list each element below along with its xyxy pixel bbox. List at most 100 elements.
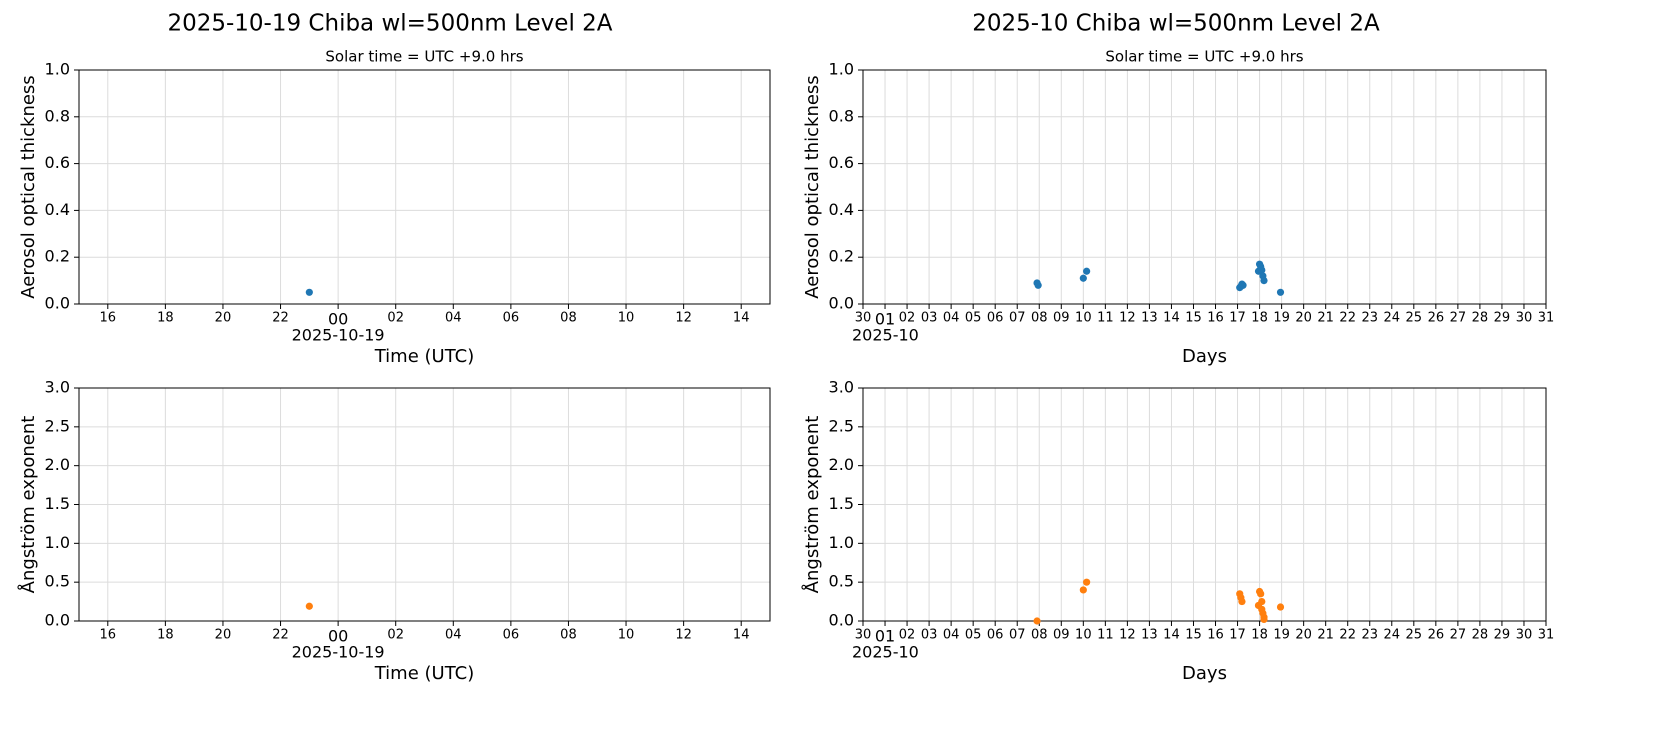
x-tick-label: 29 [1494, 628, 1511, 643]
y-tick-label: 0.0 [45, 611, 70, 630]
y-tick-label: 3.0 [829, 378, 854, 397]
x-tick-label: 12 [1119, 311, 1136, 326]
y-tick-label: 0.8 [829, 106, 854, 125]
x-axis-label: Time (UTC) [374, 346, 475, 367]
data-point [1034, 281, 1042, 289]
x-tick-label: 06 [987, 628, 1004, 643]
x-tick-label: 23 [1361, 311, 1378, 326]
x-tick-label: 08 [1031, 628, 1048, 643]
data-point [1276, 288, 1285, 296]
y-tick-label: 1.0 [45, 60, 70, 79]
x-tick-label: 05 [965, 311, 982, 326]
data-point [1079, 586, 1087, 594]
x-tick-label: 02 [899, 628, 916, 643]
x-tick-label: 18 [1251, 628, 1268, 643]
x-tick-label: 14 [1163, 311, 1180, 326]
y-tick-label: 0.4 [829, 200, 854, 219]
x-tick-label: 13 [1141, 311, 1158, 326]
y-tick-label: 0.5 [829, 572, 854, 591]
x-tick-label: 31 [1538, 311, 1555, 326]
y-tick-label: 2.5 [829, 416, 854, 435]
x-tick-label: 11 [1097, 311, 1114, 326]
x-tick-label: 16 [100, 311, 117, 326]
y-tick-label: 0.2 [45, 247, 70, 266]
data-point [1258, 266, 1266, 274]
y-tick-label: 0.0 [829, 294, 854, 313]
x-tick-label: 29 [1494, 311, 1511, 326]
x-tick-label: 10 [618, 311, 635, 326]
x-tick-label: 15 [1185, 311, 1202, 326]
x-tick-label: 19 [1273, 628, 1290, 643]
x-tick-label: 18 [1251, 311, 1268, 326]
x-tick-label: 20 [1295, 311, 1312, 326]
y-axis-label: Ångström exponent [801, 416, 823, 594]
y-axis-label: Aerosol optical thickness [802, 75, 823, 298]
data-point [1033, 617, 1041, 625]
y-tick-label: 1.0 [45, 533, 70, 552]
x-tick-label: 18 [157, 311, 174, 326]
x-tick-label: 17 [1229, 628, 1246, 643]
x-tick-label: 22 [272, 628, 289, 643]
x-tick-label: 09 [1053, 628, 1070, 643]
y-tick-label: 0.4 [45, 200, 70, 219]
x-tick-label: 19 [1273, 311, 1290, 326]
data-point [1239, 281, 1247, 289]
x-tick-label: 17 [1229, 311, 1246, 326]
x-tick-label: 12 [675, 628, 692, 643]
x-tick-label: 07 [1009, 628, 1026, 643]
x-tick-label: 14 [733, 628, 750, 643]
x-tick-label: 08 [1031, 311, 1048, 326]
x-tick-label: 09 [1053, 311, 1070, 326]
x-tick-label: 26 [1428, 628, 1445, 643]
x-tick-label: 18 [157, 628, 174, 643]
data-point [1276, 603, 1285, 611]
x-tick-label: 31 [1538, 628, 1555, 643]
chart-title: 2025-10-19 Chiba wl=500nm Level 2A [167, 11, 612, 37]
x-tick-label: 02 [387, 311, 404, 326]
y-tick-label: 2.0 [45, 455, 70, 474]
x-tick-label: 24 [1384, 311, 1401, 326]
x-tick-label: 27 [1450, 628, 1467, 643]
data-point [305, 288, 313, 296]
axes-frame [78, 387, 771, 622]
x-axis-label: Time (UTC) [374, 663, 475, 684]
data-point [1258, 597, 1266, 606]
x-tick-label: 10 [1075, 311, 1092, 326]
x-tick-label: 08 [560, 628, 577, 643]
x-tick-label: 01 [875, 310, 895, 329]
x-tick-label: 04 [943, 311, 960, 326]
x-tick-label: 11 [1097, 628, 1114, 643]
x-tick-label: 24 [1384, 628, 1401, 643]
x-tick-label: 26 [1428, 311, 1445, 326]
x-tick-label: 06 [503, 628, 520, 643]
y-axis-label: Aerosol optical thickness [18, 75, 39, 298]
x-tick-label: 25 [1406, 628, 1423, 643]
x-tick-label: 02 [387, 628, 404, 643]
x-date-label: 2025-10 [852, 643, 919, 662]
axes-frame [78, 69, 771, 305]
chart-title: 2025-10 Chiba wl=500nm Level 2A [972, 11, 1380, 37]
y-axis-label: Ångström exponent [17, 416, 39, 594]
data-point [1260, 277, 1268, 285]
chart-subtitle: Solar time = UTC +9.0 hrs [1105, 48, 1303, 66]
x-tick-label: 04 [943, 628, 960, 643]
x-axis-label: Days [1182, 346, 1227, 367]
axes-frame [862, 387, 1547, 622]
x-tick-label: 00 [328, 310, 348, 329]
x-tick-label: 27 [1450, 311, 1467, 326]
x-tick-label: 14 [1163, 628, 1180, 643]
data-point [1083, 267, 1091, 275]
x-tick-label: 03 [921, 311, 938, 326]
data-point [305, 602, 313, 610]
x-tick-label: 28 [1472, 628, 1489, 643]
x-tick-label: 21 [1317, 311, 1334, 326]
data-point [1257, 590, 1265, 598]
y-tick-label: 0.5 [45, 572, 70, 591]
x-date-label: 2025-10-19 [292, 643, 385, 662]
x-tick-label: 12 [675, 311, 692, 326]
x-tick-label: 22 [272, 311, 289, 326]
x-tick-label: 22 [1339, 311, 1356, 326]
x-tick-label: 21 [1317, 628, 1334, 643]
x-tick-label: 06 [987, 311, 1004, 326]
